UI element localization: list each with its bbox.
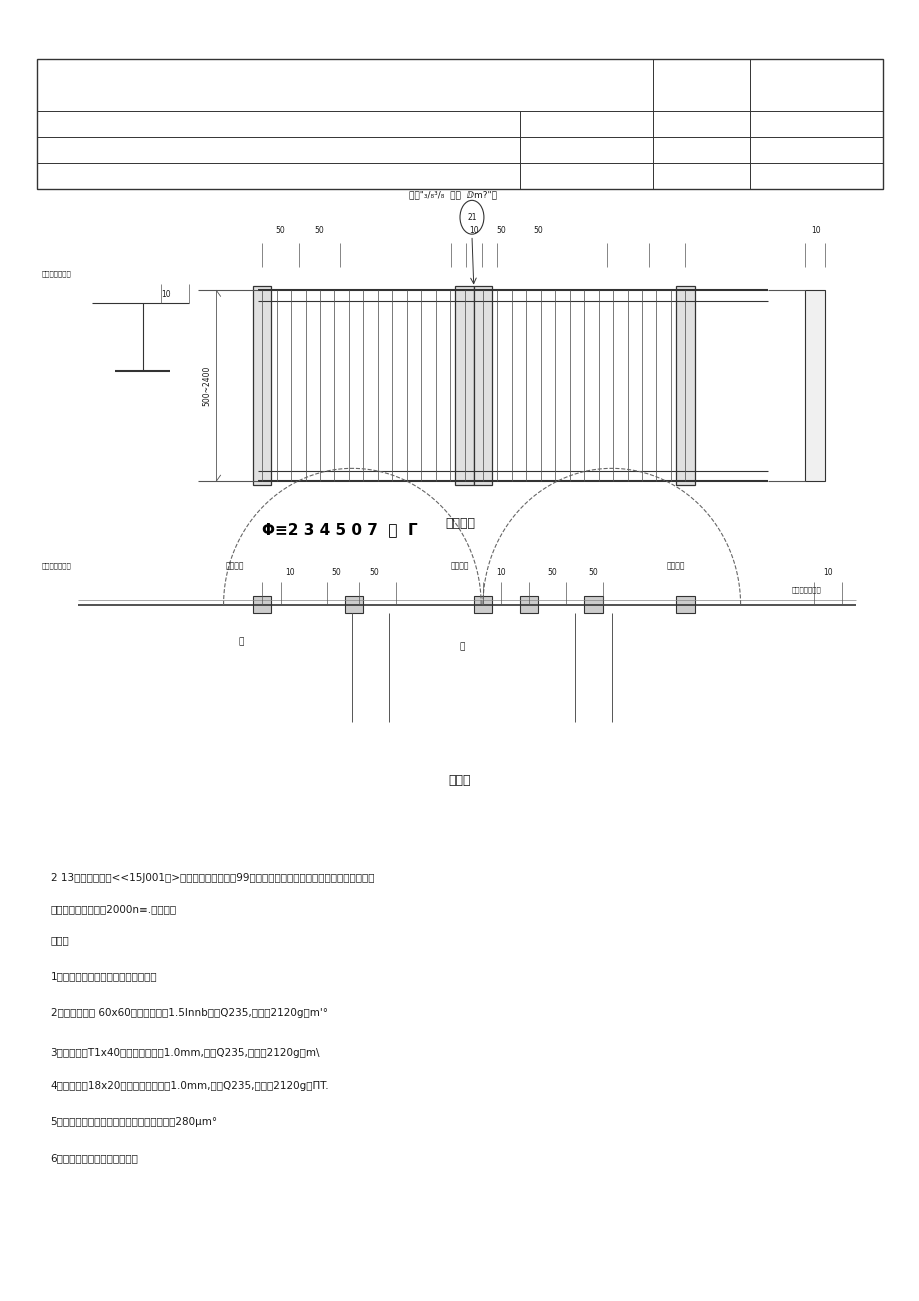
Text: 2 13围栏做法详见<<15J001）>图集（围墙大门）第99页；选用镀锌组合围栏，长、宽与红线长、宽: 2 13围栏做法详见<<15J001）>图集（围墙大门）第99页；选用镀锌组合围… xyxy=(51,873,374,883)
Text: 50: 50 xyxy=(547,569,556,576)
Text: 门柱按工程设计: 门柱按工程设计 xyxy=(41,562,71,570)
Bar xyxy=(253,596,271,613)
Text: 5）表面采用热固性树脂喷涂处理，涂层厚度280μm°: 5）表面采用热固性树脂喷涂处理，涂层厚度280μm° xyxy=(51,1118,218,1127)
Bar xyxy=(253,286,271,485)
Text: 内: 内 xyxy=(459,643,464,650)
Bar xyxy=(455,286,473,485)
Text: 50: 50 xyxy=(331,569,340,576)
Bar xyxy=(37,59,882,189)
Text: 10: 10 xyxy=(161,290,170,298)
Text: 注明：: 注明： xyxy=(51,935,69,945)
Text: 内立面图: 内立面图 xyxy=(445,516,474,530)
Text: 50: 50 xyxy=(496,226,505,234)
Text: 500~2400: 500~2400 xyxy=(202,366,211,406)
Text: 口幅"₃/₈³/₈  版小  ⅅm?"时: 口幅"₃/₈³/₈ 版小 ⅅm?"时 xyxy=(409,191,497,199)
Text: 10: 10 xyxy=(811,226,820,234)
Text: 50: 50 xyxy=(276,226,285,234)
Text: 50: 50 xyxy=(533,226,542,234)
Bar xyxy=(584,596,602,613)
Bar xyxy=(804,290,824,481)
Text: 门洞宽度: 门洞宽度 xyxy=(666,562,685,570)
Text: 6）横梁与墙体连接节点如图：: 6）横梁与墙体连接节点如图： xyxy=(51,1154,139,1163)
Text: 门洞宽度: 门洞宽度 xyxy=(450,562,469,570)
Bar xyxy=(345,596,363,613)
Text: 4）竖杆采用18x20六角形钢管，厚度1.0mm,材质Q235,镀锌量2120g／ΠT.: 4）竖杆采用18x20六角形钢管，厚度1.0mm,材质Q235,镀锌量2120g… xyxy=(51,1081,329,1090)
Text: Φ≡2 3 4 5 0 7  ．  Γ: Φ≡2 3 4 5 0 7 ． Γ xyxy=(262,522,417,537)
Text: 10: 10 xyxy=(496,569,505,576)
Bar xyxy=(519,596,538,613)
Text: 50: 50 xyxy=(369,569,379,576)
Text: 门柱按工程设计: 门柱按工程设计 xyxy=(790,585,820,593)
Text: 50: 50 xyxy=(314,226,323,234)
Text: 门柱按工程设计: 门柱按工程设计 xyxy=(41,269,71,277)
Text: 50: 50 xyxy=(588,569,597,576)
Text: 保持一致，围栏高度2000n≡.详见附图: 保持一致，围栏高度2000n≡.详见附图 xyxy=(51,904,176,915)
Text: 10: 10 xyxy=(285,569,294,576)
Text: 2）立柱采用口 60x60方钢管，厚度1.5Innb材质Q235,镀锌量2120g／m'°: 2）立柱采用口 60x60方钢管，厚度1.5Innb材质Q235,镀锌量2120… xyxy=(51,1008,327,1017)
Text: 10: 10 xyxy=(469,226,478,234)
Bar xyxy=(473,596,492,613)
Bar xyxy=(473,286,492,485)
Text: 3）横梁采用T1x40矩形钢管，厚度1.0mm,材质Q235,镀锌量2120g／m\: 3）横梁采用T1x40矩形钢管，厚度1.0mm,材质Q235,镀锌量2120g／… xyxy=(51,1049,320,1058)
Text: 10: 10 xyxy=(823,569,832,576)
Text: 21: 21 xyxy=(467,213,476,221)
Bar xyxy=(675,596,694,613)
Text: 1）围墙由立柱、格栅片等构件构成。: 1）围墙由立柱、格栅片等构件构成。 xyxy=(51,972,157,981)
Bar xyxy=(675,286,694,485)
Text: 门洞宽度: 门洞宽度 xyxy=(225,562,244,570)
Text: 平面图: 平面图 xyxy=(448,774,471,787)
Text: 外: 外 xyxy=(238,637,244,645)
